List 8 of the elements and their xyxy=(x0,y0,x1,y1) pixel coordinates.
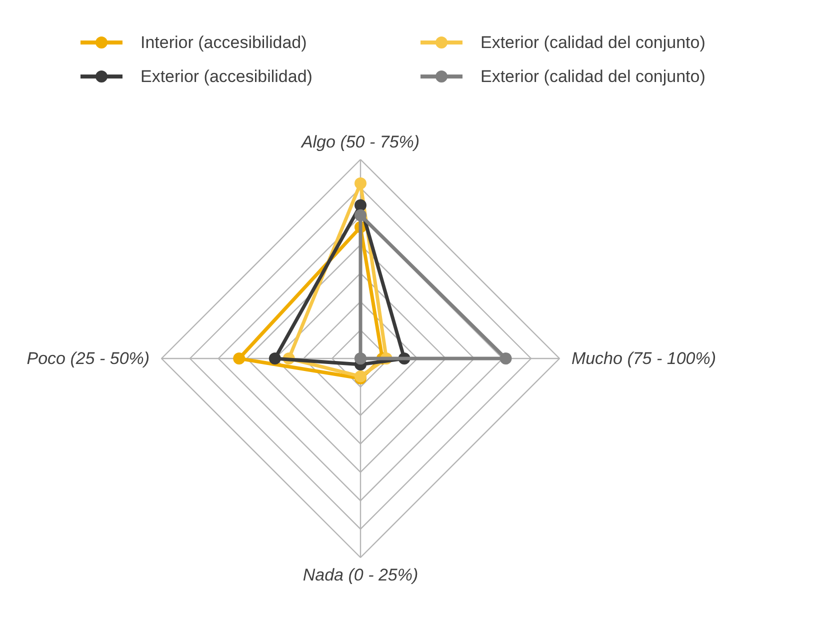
spoke-label: Poco (25 - 50%) xyxy=(26,349,150,368)
legend-label: Exterior (accesibilidad) xyxy=(140,67,312,86)
spoke-label: Nada (0 - 25%) xyxy=(302,565,418,584)
legend-label: Interior (accesibilidad) xyxy=(140,33,307,52)
spoke-label: Algo (50 - 75%) xyxy=(300,132,420,152)
spoke-label: Mucho (75 - 100%) xyxy=(571,349,716,368)
legend-label: Exterior (calidad del conjunto) xyxy=(480,67,706,86)
legend-label: Exterior (calidad del conjunto) xyxy=(480,33,706,52)
